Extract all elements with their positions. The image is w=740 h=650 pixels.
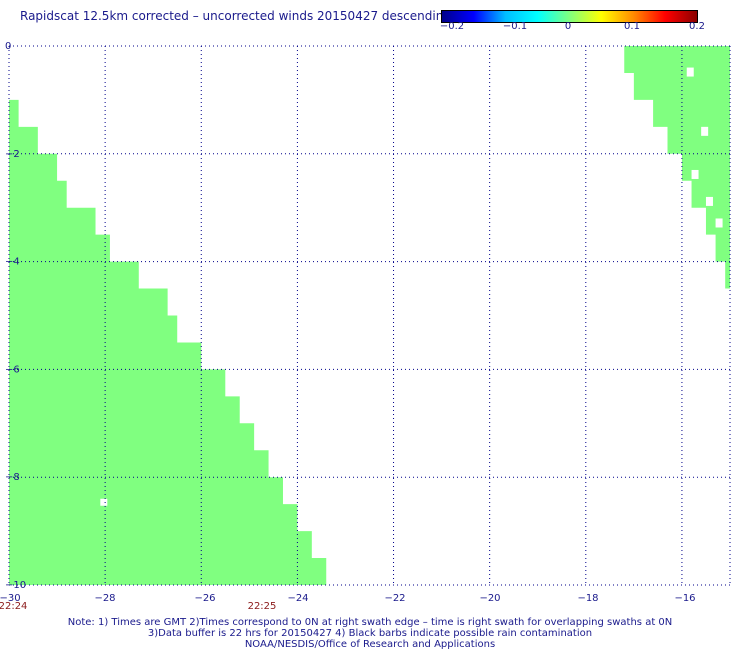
y-tick-label: 0 xyxy=(5,41,11,52)
map-title: Rapidscat 12.5km corrected – uncorrected… xyxy=(20,9,451,23)
time-label: 22:25 xyxy=(248,601,277,612)
x-tick-label: −18 xyxy=(577,593,598,604)
y-tick-label: −8 xyxy=(5,472,20,483)
data-gap xyxy=(715,218,723,228)
colorbar-label: 0.2 xyxy=(689,21,705,32)
x-tick-label: −16 xyxy=(674,593,695,604)
note-line-1: Note: 1) Times are GMT 2)Times correspon… xyxy=(67,617,673,628)
x-tick-label: −22 xyxy=(384,593,405,604)
x-tick-label: −24 xyxy=(287,593,308,604)
data-gap xyxy=(686,67,694,77)
y-tick-label: −2 xyxy=(5,149,20,160)
swath-left-swath xyxy=(9,99,336,586)
data-gap xyxy=(691,169,699,179)
x-tick-label: −28 xyxy=(94,593,115,604)
x-tick-label: −30 xyxy=(0,593,21,604)
data-gap xyxy=(701,126,709,136)
x-tick-label: −26 xyxy=(194,593,215,604)
y-tick-label: −10 xyxy=(5,580,26,591)
note-line-2: 3)Data buffer is 22 hrs for 20150427 4) … xyxy=(147,628,593,639)
x-tick-label: −20 xyxy=(479,593,500,604)
data-gap xyxy=(100,498,108,506)
y-tick-label: −6 xyxy=(5,364,20,375)
time-label: 22:24 xyxy=(0,601,27,612)
swath-right-swath xyxy=(624,46,730,289)
colorbar-label: −0.2 xyxy=(439,21,465,32)
data-gap xyxy=(705,196,713,206)
colorbar xyxy=(441,10,698,23)
colorbar-label: 0 xyxy=(564,21,572,32)
y-tick-label: −4 xyxy=(5,257,20,268)
note-line-3: NOAA/NESDIS/Office of Research and Appli… xyxy=(244,639,496,650)
colorbar-label: −0.1 xyxy=(502,21,528,32)
colorbar-label: 0.1 xyxy=(624,21,640,32)
